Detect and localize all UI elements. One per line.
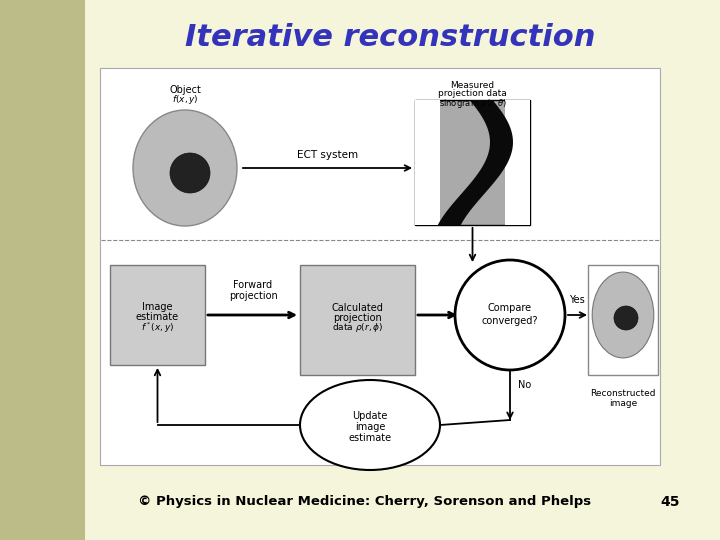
Bar [300, 265, 415, 375]
Text: projection: projection [229, 291, 277, 301]
Text: Iterative reconstruction: Iterative reconstruction [185, 24, 595, 52]
Bar [110, 265, 205, 365]
Text: Forward: Forward [233, 280, 273, 290]
Bar [415, 100, 441, 225]
Text: Reconstructed: Reconstructed [590, 388, 656, 397]
Text: estimate: estimate [348, 433, 392, 443]
Circle shape [614, 306, 638, 330]
Text: No: No [518, 380, 531, 390]
Ellipse shape [593, 272, 654, 358]
Text: Update: Update [352, 411, 387, 421]
Ellipse shape [133, 110, 237, 226]
Text: © Physics in Nuclear Medicine: Cherry, Sorenson and Phelps: © Physics in Nuclear Medicine: Cherry, S… [138, 496, 592, 509]
Text: Calculated: Calculated [332, 303, 384, 313]
Text: sinogram $p(r,\theta)$: sinogram $p(r,\theta)$ [438, 98, 506, 111]
Text: image: image [609, 399, 637, 408]
Text: $f(x,y)$: $f(x,y)$ [171, 93, 198, 106]
Text: projection: projection [333, 313, 382, 323]
Bar [505, 100, 530, 225]
Text: Compare: Compare [488, 303, 532, 313]
Text: projection data: projection data [438, 90, 507, 98]
Circle shape [170, 153, 210, 193]
Text: Measured: Measured [451, 80, 495, 90]
Text: data $\rho(r,\phi)$: data $\rho(r,\phi)$ [332, 321, 383, 334]
Text: $f^*(x,y)$: $f^*(x,y)$ [141, 321, 174, 335]
Ellipse shape [300, 380, 440, 470]
Bar [588, 265, 658, 375]
Text: Object: Object [169, 85, 201, 95]
Text: ECT system: ECT system [297, 150, 359, 160]
Bar [100, 68, 660, 465]
Text: image: image [355, 422, 385, 432]
Text: Image: Image [143, 302, 173, 312]
Text: converged?: converged? [482, 316, 539, 326]
Bar [415, 100, 530, 225]
Text: estimate: estimate [136, 312, 179, 322]
Text: Yes: Yes [569, 295, 585, 305]
Ellipse shape [455, 260, 565, 370]
Text: 45: 45 [660, 495, 680, 509]
Bar [0, 0, 85, 540]
